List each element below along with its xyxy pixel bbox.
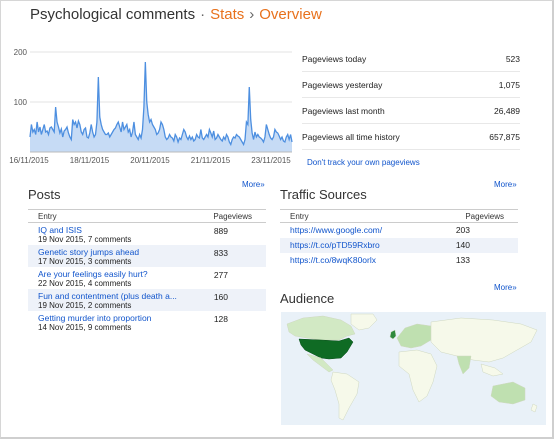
posts-table: Entry Pageviews IQ and ISIS 19 Nov 2015,… xyxy=(28,209,266,333)
traffic-source-link[interactable]: https://t.co/8wqK80orlx xyxy=(290,255,376,265)
post-meta: 19 Nov 2015, 7 comments xyxy=(38,235,132,244)
post-title-link[interactable]: Are your feelings easily hurt? xyxy=(38,269,148,279)
post-pageviews: 889 xyxy=(213,226,228,236)
dont-track-pageviews-link[interactable]: Don't track your own pageviews xyxy=(307,158,420,167)
table-row: Getting murder into proportion 14 Nov 20… xyxy=(28,311,266,333)
posts-table-header: Entry Pageviews xyxy=(28,209,266,223)
table-row: Are your feelings easily hurt? 22 Nov 20… xyxy=(28,267,266,289)
stat-label: Pageviews today xyxy=(302,54,367,64)
x-tick-label: 23/11/2015 xyxy=(251,156,291,165)
breadcrumb-stats[interactable]: Stats xyxy=(210,6,245,23)
traffic-pageviews: 133 xyxy=(455,255,470,265)
audience-more-link[interactable]: More» xyxy=(494,283,517,292)
col-pageviews: Pageviews xyxy=(213,212,252,221)
stat-value: 26,489 xyxy=(494,106,520,116)
y-tick-label: 200 xyxy=(14,48,28,57)
post-meta: 14 Nov 2015, 9 comments xyxy=(38,323,132,332)
map-region-mexico xyxy=(306,353,334,373)
x-tick-label: 16/11/2015 xyxy=(9,156,49,165)
posts-title: Posts xyxy=(28,187,61,202)
map-region-usa xyxy=(298,337,354,360)
post-meta: 17 Nov 2015, 3 comments xyxy=(38,257,132,266)
table-row: Genetic story jumps ahead 17 Nov 2015, 3… xyxy=(28,245,266,267)
stat-value: 657,875 xyxy=(489,132,520,142)
post-pageviews: 128 xyxy=(213,314,228,324)
stat-value: 523 xyxy=(505,54,520,64)
post-meta: 22 Nov 2015, 4 comments xyxy=(38,279,132,288)
stat-label: Pageviews all time history xyxy=(302,132,400,142)
traffic-pageviews: 203 xyxy=(455,225,470,235)
y-tick-label: 100 xyxy=(14,98,28,107)
breadcrumb-arrow: › xyxy=(249,6,255,23)
table-row: https://t.co/8wqK80orlx 133 xyxy=(280,253,518,268)
traffic-source-link[interactable]: https://www.google.com/ xyxy=(290,225,383,235)
post-pageviews: 160 xyxy=(213,292,228,302)
world-map xyxy=(286,313,538,421)
traffic-pageviews: 140 xyxy=(455,240,470,250)
pageviews-area xyxy=(30,62,292,152)
table-row: IQ and ISIS 19 Nov 2015, 7 comments 889 xyxy=(28,223,266,245)
header-separator: · xyxy=(200,6,206,23)
stat-row-all-time: Pageviews all time history 657,875 xyxy=(302,124,520,150)
table-row: https://t.co/pTD59Rxbro 140 xyxy=(280,238,518,253)
post-title-link[interactable]: IQ and ISIS xyxy=(38,225,82,235)
post-title-link[interactable]: Genetic story jumps ahead xyxy=(38,247,140,257)
map-region-se-asia xyxy=(480,363,504,377)
traffic-sources-table: Entry Pageviews https://www.google.com/ … xyxy=(280,209,518,268)
table-row: Fun and contentment (plus death a... 19 … xyxy=(28,289,266,311)
map-region-europe xyxy=(396,323,432,349)
x-tick-label: 18/11/2015 xyxy=(70,156,110,165)
post-title-link[interactable]: Getting murder into proportion xyxy=(38,313,152,323)
map-region-canada xyxy=(286,315,356,341)
col-pageviews: Pageviews xyxy=(465,212,504,221)
col-entry: Entry xyxy=(38,212,57,221)
map-region-africa xyxy=(398,349,438,403)
post-pageviews: 833 xyxy=(213,248,228,258)
stat-value: 1,075 xyxy=(498,80,520,90)
traffic-sources-title: Traffic Sources xyxy=(280,187,367,202)
audience-map xyxy=(281,312,546,425)
x-tick-label: 20/11/2015 xyxy=(130,156,170,165)
stat-row-yesterday: Pageviews yesterday 1,075 xyxy=(302,72,520,98)
post-pageviews: 277 xyxy=(213,270,228,280)
pageviews-chart: 100 200 16/11/2015 18/11/2015 20/11/2015 21/1… xyxy=(9,48,293,165)
stat-row-today: Pageviews today 523 xyxy=(302,46,520,72)
stat-row-last-month: Pageviews last month 26,489 xyxy=(302,98,520,124)
posts-more-link[interactable]: More» xyxy=(242,180,265,189)
traffic-more-link[interactable]: More» xyxy=(494,180,517,189)
map-region-south-america xyxy=(330,371,360,421)
traffic-table-header: Entry Pageviews xyxy=(280,209,518,223)
pageviews-line xyxy=(29,61,293,147)
page-header: Psychological comments · Stats › Overview xyxy=(30,6,322,23)
map-region-uk xyxy=(389,329,397,340)
map-region-new-zealand xyxy=(530,403,538,413)
x-tick-label: 21/11/2015 xyxy=(191,156,231,165)
stat-label: Pageviews last month xyxy=(302,106,385,116)
map-region-asia xyxy=(430,317,538,363)
blog-title: Psychological comments xyxy=(30,6,196,23)
col-entry: Entry xyxy=(290,212,309,221)
post-title-link[interactable]: Fun and contentment (plus death a... xyxy=(38,291,177,301)
map-region-india xyxy=(456,355,472,375)
pageview-stats: Pageviews today 523 Pageviews yesterday … xyxy=(302,46,520,150)
post-meta: 19 Nov 2015, 2 comments xyxy=(38,301,132,310)
table-row: https://www.google.com/ 203 xyxy=(280,223,518,238)
breadcrumb-overview: Overview xyxy=(259,6,322,23)
traffic-source-link[interactable]: https://t.co/pTD59Rxbro xyxy=(290,240,380,250)
map-region-greenland xyxy=(350,313,378,331)
map-region-australia xyxy=(490,381,526,405)
audience-title: Audience xyxy=(280,291,335,306)
stat-label: Pageviews yesterday xyxy=(302,80,383,90)
